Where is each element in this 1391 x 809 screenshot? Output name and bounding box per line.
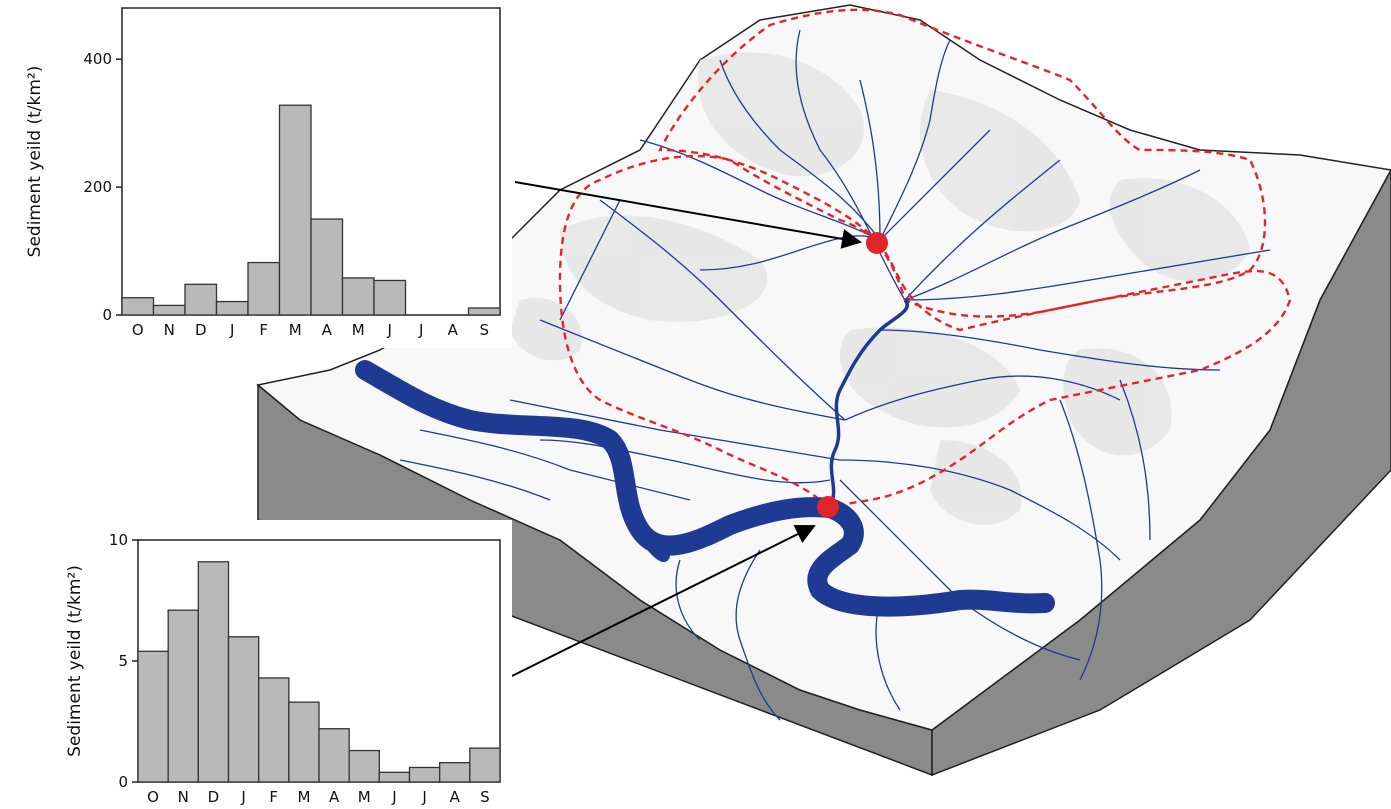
upper-chart-xtick-label: M: [352, 321, 365, 339]
outlet-chart-xtick-label: M: [358, 788, 371, 806]
upper-chart-xtick-label: J: [229, 321, 234, 339]
upper-chart-y-axis-label: Sediment yeild (t/km²): [25, 66, 45, 258]
outlet-chart-bar-0: [138, 651, 168, 782]
upper-chart-xtick-label: A: [448, 321, 459, 339]
upper-chart-xtick-label: N: [164, 321, 175, 339]
outlet-chart-bar-10: [440, 763, 470, 782]
upper-catchment-sediment-chart: O N D J F M A M J J A S 0 200 400 Sediment yeild (t/km²…: [0, 0, 512, 348]
outlet-chart-xtick-label: J: [240, 788, 245, 806]
upper-chart-xtick-label: A: [322, 321, 333, 339]
upper-chart-bar-7: [343, 278, 375, 315]
outlet-chart-y-axis-label: Sediment yeild (t/km²): [65, 565, 85, 757]
outlet-chart-xtick-label: N: [178, 788, 189, 806]
outlet-chart-xtick-label: J: [391, 788, 396, 806]
outlet-chart-xtick-label: O: [147, 788, 159, 806]
outlet-chart-xtick-label: M: [297, 788, 310, 806]
upper-chart-bar-4: [248, 263, 280, 315]
upper-chart-xtick-label: D: [195, 321, 207, 339]
outlet-chart-xtick-label: A: [329, 788, 340, 806]
outlet-chart-bar-5: [289, 702, 319, 782]
outlet-chart-bar-1: [168, 610, 198, 782]
outlet-chart-xtick-label: F: [269, 788, 278, 806]
outlet-chart-bar-11: [470, 748, 500, 782]
upper-chart-bar-11: [469, 308, 501, 315]
outlet-chart-xtick-label: S: [480, 788, 490, 806]
upper-chart-bar-6: [311, 219, 343, 315]
upper-chart-ytick-label: 400: [83, 50, 112, 68]
upper-chart-bar-5: [280, 105, 312, 315]
outlet-chart-ytick-label: 0: [118, 773, 128, 791]
upper-chart-xtick-label: M: [289, 321, 302, 339]
outlet-chart-bar-6: [319, 729, 349, 782]
upper-chart-bar-0: [122, 298, 154, 315]
outlet-chart-xtick-label: D: [208, 788, 220, 806]
outlet-chart-bar-2: [198, 562, 228, 782]
outlet-chart-ytick-label: 5: [118, 652, 128, 670]
outlet-sample-point-marker: [817, 496, 839, 518]
upper-chart-xtick-label: O: [132, 321, 144, 339]
outlet-chart-xtick-label: J: [421, 788, 426, 806]
outlet-chart-bar-3: [229, 637, 259, 782]
outlet-chart-bar-7: [349, 751, 379, 782]
outlet-chart-ytick-label: 10: [109, 531, 128, 549]
upper-chart-ytick-label: 200: [83, 178, 112, 196]
upper-chart-bar-2: [185, 284, 217, 315]
upper-chart-xtick-label: J: [418, 321, 423, 339]
upper-chart-xtick-label: J: [387, 321, 392, 339]
outlet-chart-panel: O N D J F M A M J J A S 0 5 10 Sediment yeild (t/km²): [0, 520, 512, 809]
outlet-chart-bar-9: [410, 767, 440, 782]
upper-chart-bar-3: [217, 302, 249, 315]
outlet-chart-bar-4: [259, 678, 289, 782]
outlet-chart-xtick-label: A: [450, 788, 461, 806]
upper-chart-xtick-label: S: [479, 321, 489, 339]
upper-catchment-chart-panel: O N D J F M A M J J A S 0 200 400 Sediment yeild (t/km²…: [0, 0, 512, 348]
upper-chart-bar-8: [374, 280, 406, 315]
upper-sample-point-marker: [866, 232, 888, 254]
upper-chart-xtick-label: F: [259, 321, 268, 339]
outlet-chart-bar-8: [379, 772, 409, 782]
upper-chart-ytick-label: 0: [102, 306, 112, 324]
upper-chart-bar-1: [154, 305, 186, 315]
